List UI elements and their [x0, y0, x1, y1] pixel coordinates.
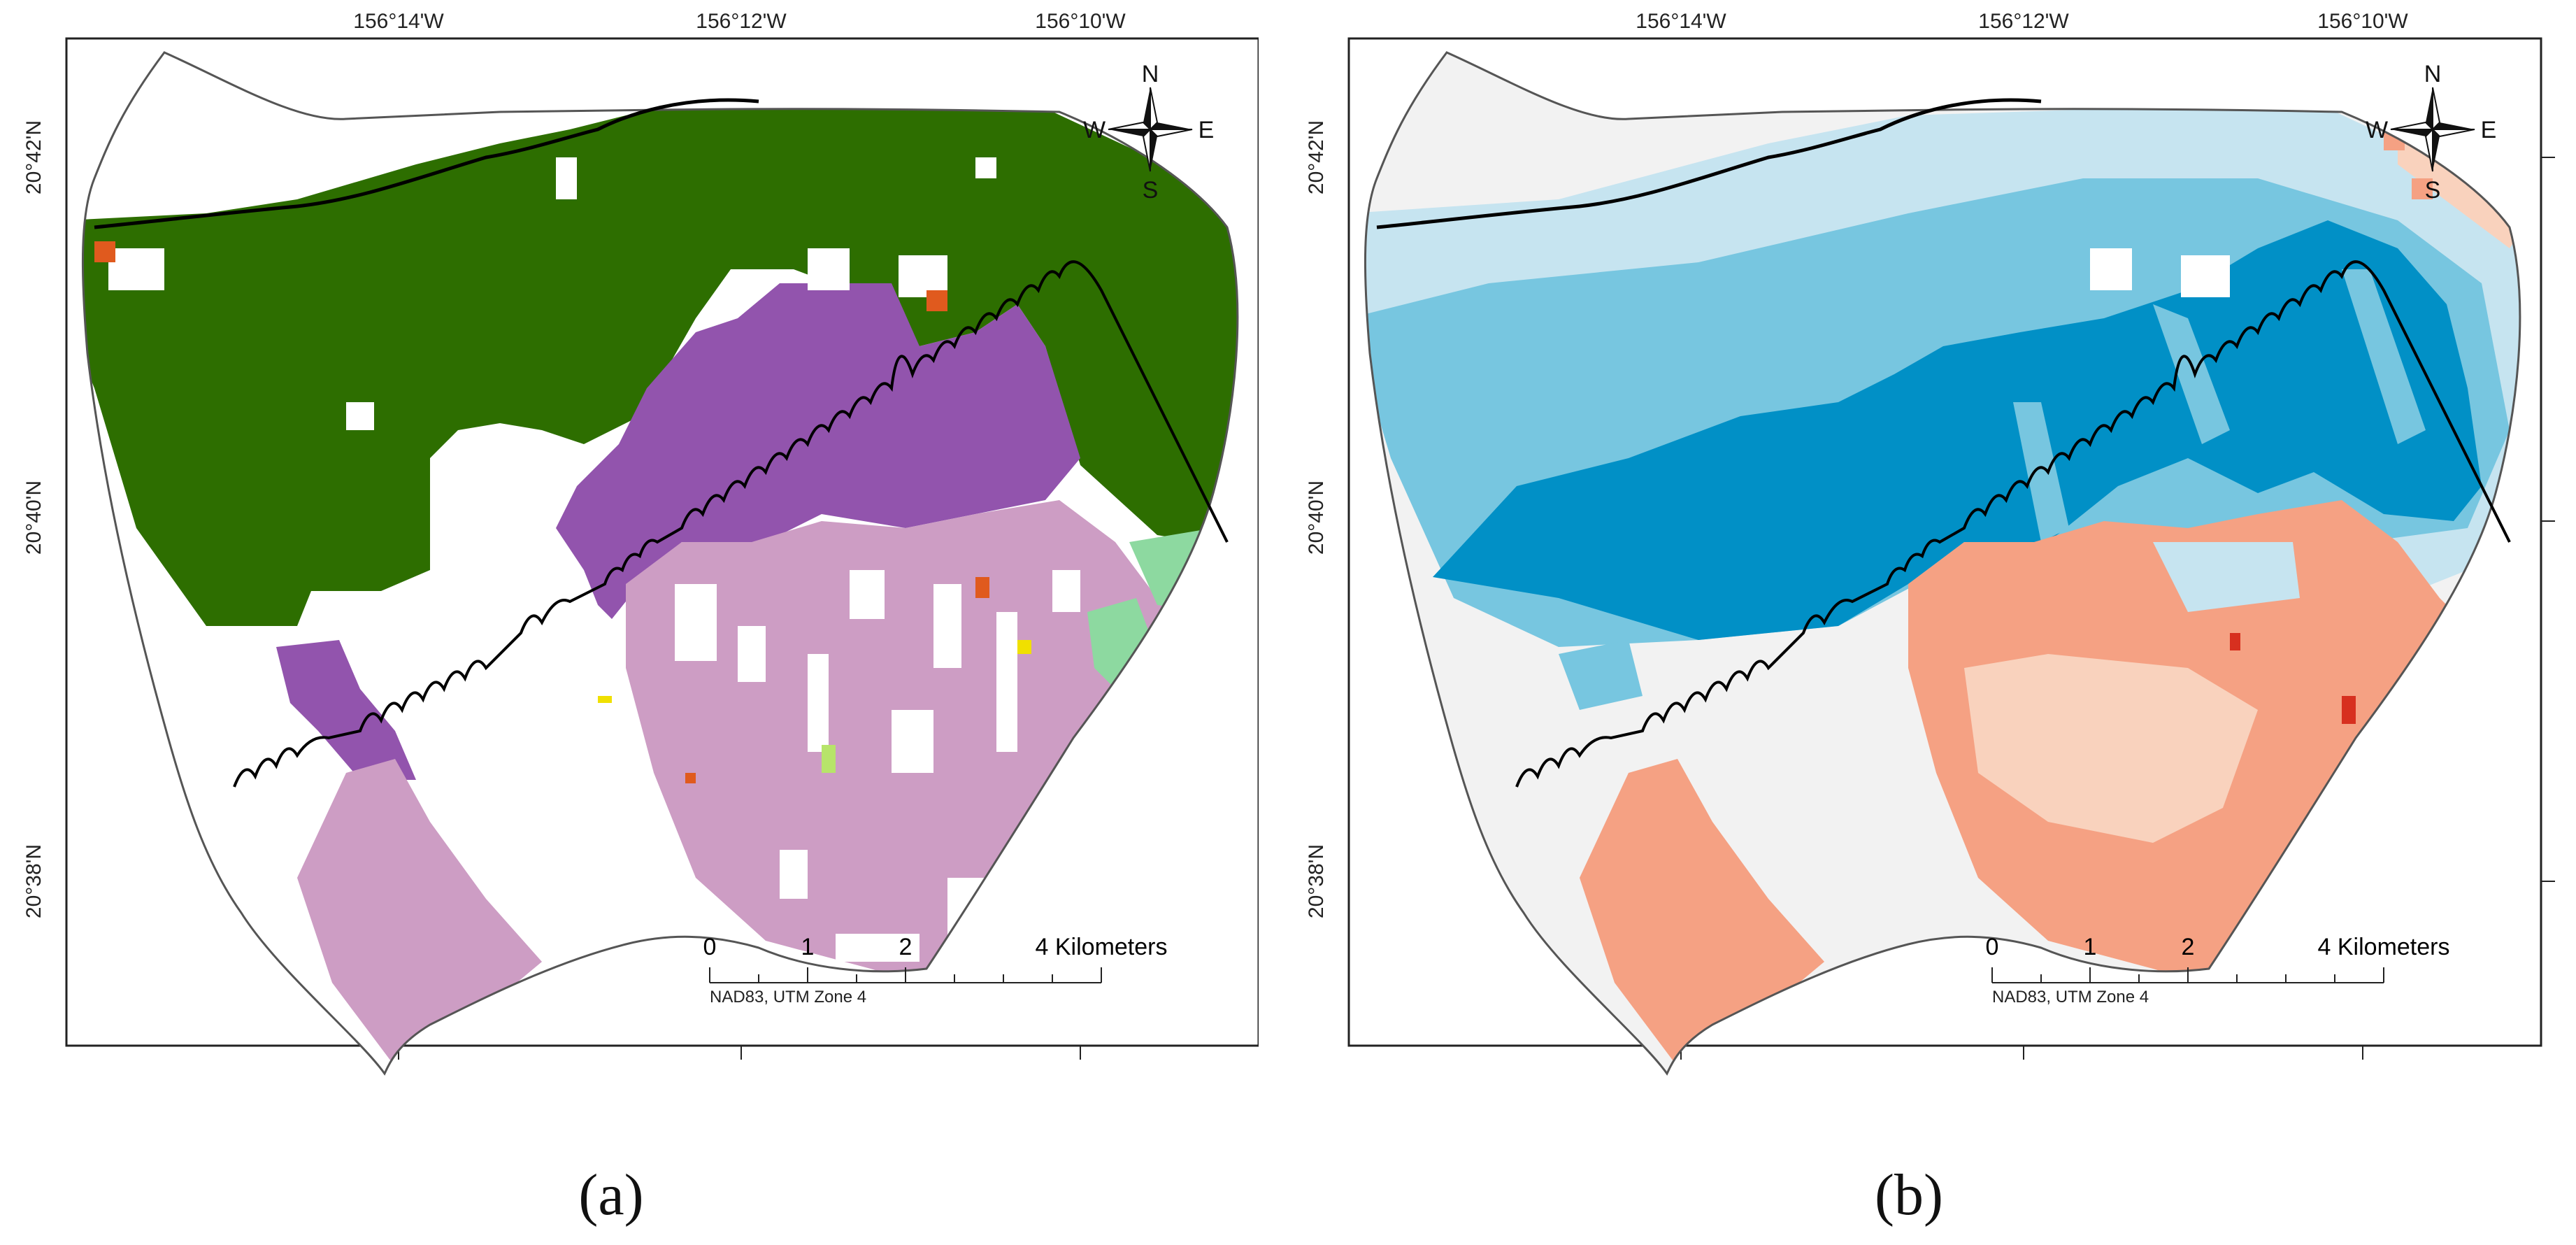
landcover-purple: [556, 283, 1080, 619]
scale-end-label: 4 Kilometers: [2318, 934, 2450, 960]
landcover-purple: [276, 640, 416, 780]
map-panel-b: 156°14'W 156°12'W 156°10'W 20°42'N 20°40…: [1305, 10, 2555, 1075]
change-light-salmon: [1964, 654, 2258, 843]
lat-label: 20°40'N: [22, 481, 45, 555]
caption-b: (b): [1875, 1162, 1943, 1228]
compass-rose: N S E W: [1083, 61, 1214, 204]
lon-label: 156°12'W: [696, 10, 787, 33]
caption-a: (a): [578, 1162, 644, 1228]
landcover-pink: [297, 759, 542, 1067]
lon-label: 156°10'W: [2317, 10, 2408, 33]
scale-tick-label: 1: [2084, 934, 2097, 960]
compass-rose: N S E W: [2366, 61, 2496, 204]
compass-e: E: [1198, 117, 1215, 143]
change-dark-blue: [1433, 220, 2482, 640]
compass-s: S: [2425, 177, 2441, 204]
scale-tick-label: 0: [1986, 934, 1999, 960]
change-mid-blue: [1559, 640, 1643, 710]
projection-label: NAD83, UTM Zone 4: [1992, 988, 2149, 1006]
scale-bar: 0 1 2 4 Kilometers NAD83, UTM Zone 4: [703, 934, 1168, 1006]
lat-label: 20°38'N: [22, 844, 45, 918]
lon-label: 156°14'W: [1636, 10, 1726, 33]
compass-e: E: [2481, 117, 2497, 143]
lat-label: 20°40'N: [1305, 481, 1328, 555]
compass-n: N: [1142, 61, 1159, 87]
landcover-forest: [83, 108, 1238, 626]
scale-end-label: 4 Kilometers: [1036, 934, 1168, 960]
lon-label: 156°14'W: [353, 10, 444, 33]
lat-label: 20°42'N: [1305, 120, 1328, 194]
compass-w: W: [2366, 117, 2388, 143]
scale-tick-label: 2: [899, 934, 913, 960]
scale-tick-label: 0: [703, 934, 717, 960]
scale-tick-label: 2: [2182, 934, 2195, 960]
change-salmon: [1580, 759, 1824, 1067]
lat-label: 20°42'N: [22, 120, 45, 194]
compass-w: W: [1083, 117, 1105, 143]
lon-label: 156°12'W: [1978, 10, 2069, 33]
lat-label: 20°38'N: [1305, 844, 1328, 918]
projection-label: NAD83, UTM Zone 4: [710, 988, 866, 1006]
scale-bar: 0 1 2 4 Kilometers NAD83, UTM Zone 4: [1986, 934, 2450, 1006]
compass-s: S: [1143, 177, 1159, 204]
compass-n: N: [2424, 61, 2442, 87]
change-light-blue: [2153, 542, 2300, 612]
map-panel-a: 156°14'W 156°12'W 156°10'W 20°42'N 20°40…: [22, 10, 1259, 1075]
scale-tick-label: 1: [801, 934, 815, 960]
lon-label: 156°10'W: [1035, 10, 1126, 33]
